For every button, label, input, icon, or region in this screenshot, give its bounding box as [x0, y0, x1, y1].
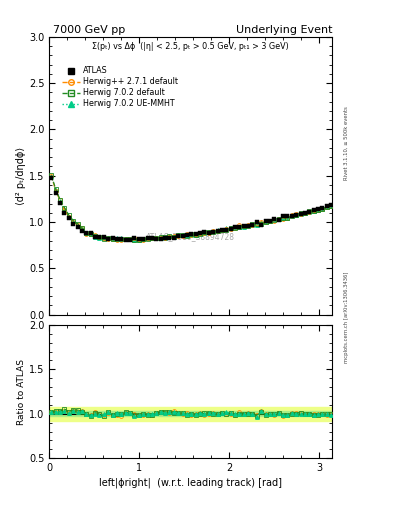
Text: Σ(pₜ) vs Δϕ  (|η| < 2.5, pₜ > 0.5 GeV, pₜ₁ > 3 GeV): Σ(pₜ) vs Δϕ (|η| < 2.5, pₜ > 0.5 GeV, pₜ… [92, 42, 289, 51]
Text: Rivet 3.1.10, ≥ 500k events: Rivet 3.1.10, ≥ 500k events [344, 106, 349, 180]
Text: 7000 GeV pp: 7000 GeV pp [53, 25, 125, 35]
Legend: ATLAS, Herwig++ 2.7.1 default, Herwig 7.0.2 default, Herwig 7.0.2 UE-MMHT: ATLAS, Herwig++ 2.7.1 default, Herwig 7.… [59, 63, 181, 112]
Y-axis label: ⟨d² pₜ/dηdϕ⟩: ⟨d² pₜ/dηdϕ⟩ [16, 146, 26, 205]
X-axis label: left|ϕright|  (w.r.t. leading track) [rad]: left|ϕright| (w.r.t. leading track) [rad… [99, 477, 282, 488]
Y-axis label: Ratio to ATLAS: Ratio to ATLAS [17, 358, 26, 424]
Text: Underlying Event: Underlying Event [235, 25, 332, 35]
Text: mcplots.cern.ch [arXiv:1306.3436]: mcplots.cern.ch [arXiv:1306.3436] [344, 272, 349, 363]
Text: ATLAS_2010_S8894728: ATLAS_2010_S8894728 [146, 232, 235, 241]
